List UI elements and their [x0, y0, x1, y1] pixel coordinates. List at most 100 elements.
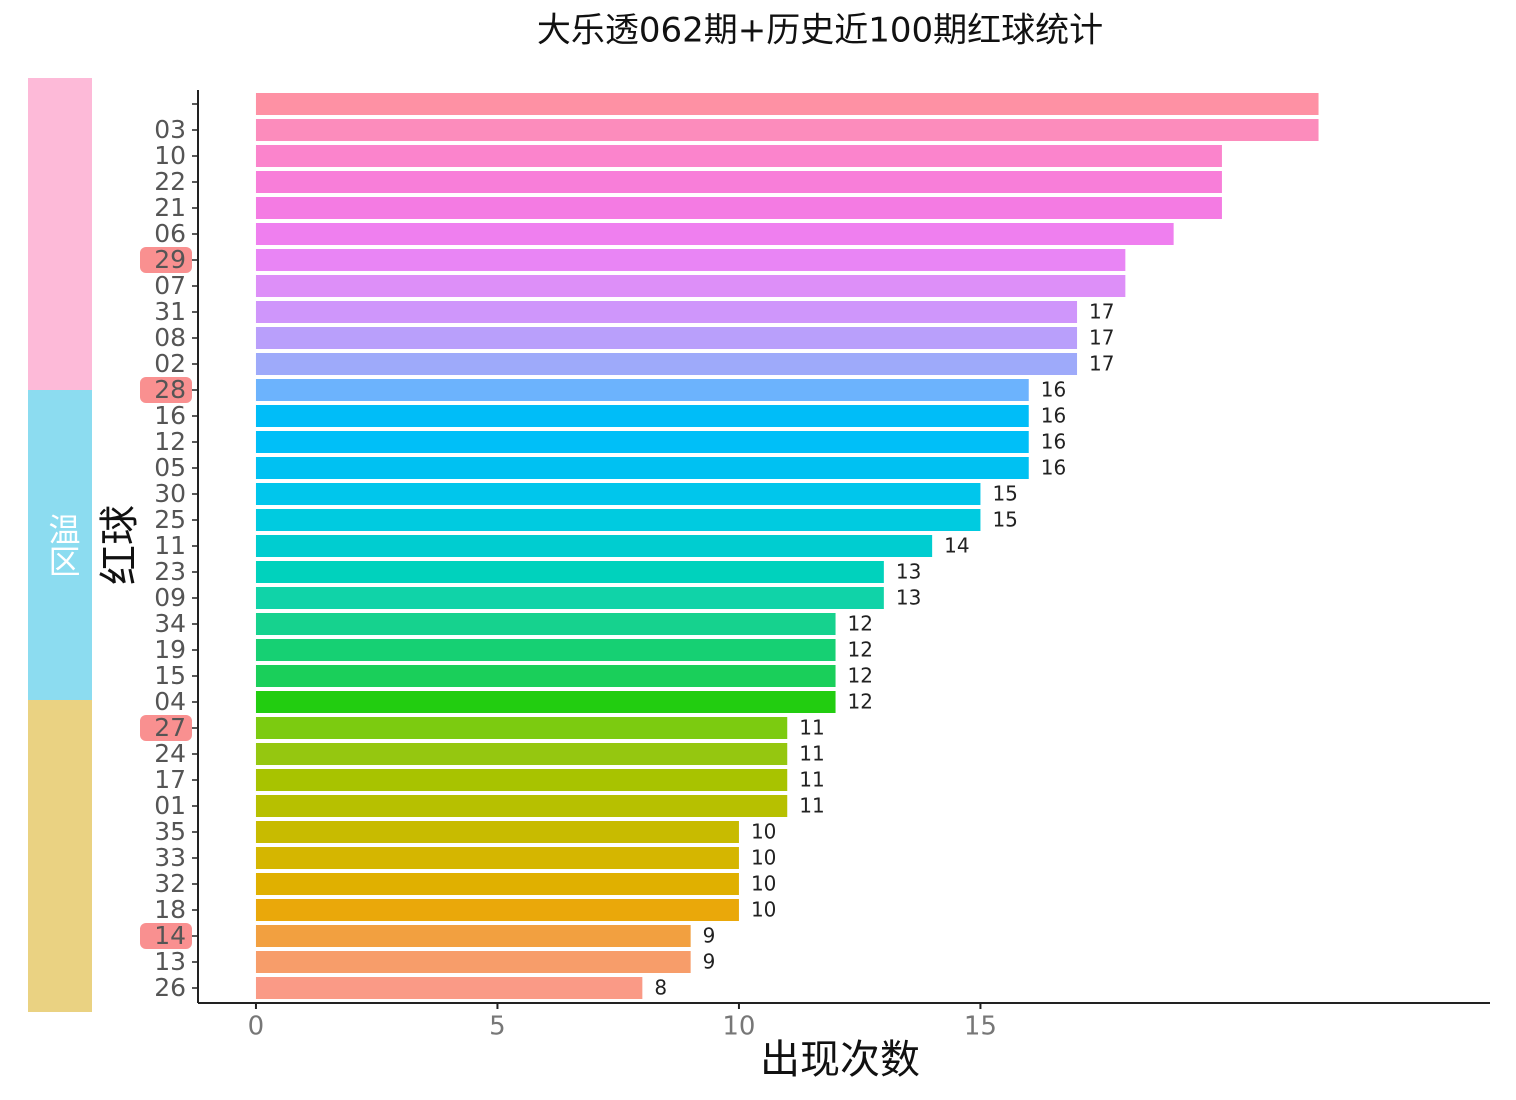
y-tick-label: 33 [154, 843, 186, 872]
y-tick-label: 14 [154, 921, 186, 950]
value-label: 16 [1041, 404, 1066, 428]
value-label: 15 [992, 508, 1017, 532]
y-axis-title: 红球 [97, 505, 143, 585]
bar [255, 171, 1222, 193]
value-label: 12 [848, 690, 873, 714]
bar [255, 223, 1174, 245]
value-label: 12 [848, 612, 873, 636]
value-label: 13 [896, 586, 921, 610]
y-tick-label: 03 [154, 115, 186, 144]
value-label: 9 [703, 950, 716, 974]
bar [255, 249, 1126, 271]
y-tick-label: 06 [154, 219, 186, 248]
value-label: 10 [751, 846, 776, 870]
zone-label: 温区 [44, 513, 82, 577]
bar [255, 561, 884, 583]
bar [255, 639, 836, 661]
value-label: 17 [1089, 352, 1114, 376]
y-tick-label: 29 [154, 245, 186, 274]
bar [255, 717, 788, 739]
y-tick-label: 26 [154, 973, 186, 1002]
value-label: 11 [799, 742, 824, 766]
bar [255, 769, 788, 791]
bar [255, 119, 1319, 141]
y-tick-label: 28 [154, 375, 186, 404]
y-tick-label: 11 [154, 531, 186, 560]
value-label: 16 [1041, 378, 1066, 402]
bar [255, 665, 836, 687]
bar [255, 93, 1319, 115]
bar [255, 431, 1029, 453]
y-tick-label: 30 [154, 479, 186, 508]
y-tick-label: 12 [154, 427, 186, 456]
bar [255, 691, 836, 713]
x-axis-title: 出现次数 [760, 1037, 920, 1083]
bar [255, 977, 643, 999]
bar [255, 301, 1078, 323]
value-label: 10 [751, 898, 776, 922]
y-tick-label: 08 [154, 323, 186, 352]
bar [255, 145, 1222, 167]
bar [255, 197, 1222, 219]
highlight [140, 377, 192, 403]
bar [255, 327, 1078, 349]
y-tick-label: 17 [154, 765, 186, 794]
y-tick-label: 10 [154, 141, 186, 170]
y-tick-label: 31 [154, 297, 186, 326]
highlight [140, 247, 192, 273]
bar [255, 379, 1029, 401]
x-tick-label: 15 [964, 1012, 997, 1042]
y-tick-label: 05 [154, 453, 186, 482]
zone-cold [28, 700, 92, 1012]
y-tick-label: 04 [154, 687, 186, 716]
value-label: 15 [992, 482, 1017, 506]
value-label: 9 [703, 924, 716, 948]
value-label: 12 [848, 664, 873, 688]
bar [255, 821, 739, 843]
value-label: 16 [1041, 430, 1066, 454]
bar [255, 275, 1126, 297]
value-label: 11 [799, 716, 824, 740]
bar [255, 873, 739, 895]
bar [255, 613, 836, 635]
value-label: 10 [751, 872, 776, 896]
value-label: 17 [1089, 300, 1114, 324]
y-tick-label: 32 [154, 869, 186, 898]
bar [255, 509, 981, 531]
bar [255, 795, 788, 817]
y-tick-label: 01 [154, 791, 186, 820]
y-tick-label: 02 [154, 349, 186, 378]
y-tick-label: 23 [154, 557, 186, 586]
y-tick-label: 34 [154, 609, 186, 638]
bar [255, 743, 788, 765]
bar [255, 587, 884, 609]
y-tick-label: 18 [154, 895, 186, 924]
y-tick-label: 19 [154, 635, 186, 664]
bar [255, 405, 1029, 427]
value-label: 8 [654, 976, 667, 1000]
value-label: 10 [751, 820, 776, 844]
y-tick-label: 22 [154, 167, 186, 196]
value-label: 14 [944, 534, 969, 558]
bar [255, 951, 691, 973]
highlight [140, 923, 192, 949]
bar [255, 483, 981, 505]
bar [255, 457, 1029, 479]
bar [255, 925, 691, 947]
y-tick-label: 35 [154, 817, 186, 846]
value-label: 12 [848, 638, 873, 662]
y-tick-label: 25 [154, 505, 186, 534]
y-tick-label: 24 [154, 739, 186, 768]
bar [255, 535, 933, 557]
value-label: 16 [1041, 456, 1066, 480]
y-tick-label: 13 [154, 947, 186, 976]
x-tick-label: 5 [489, 1012, 506, 1042]
value-label: 11 [799, 794, 824, 818]
chart-title: 大乐透062期+历史近100期红球统计 [537, 11, 1103, 51]
value-label: 11 [799, 768, 824, 792]
y-tick-label: 15 [154, 661, 186, 690]
zone-warm [28, 390, 92, 700]
bar [255, 899, 739, 921]
x-tick-label: 10 [722, 1012, 755, 1042]
